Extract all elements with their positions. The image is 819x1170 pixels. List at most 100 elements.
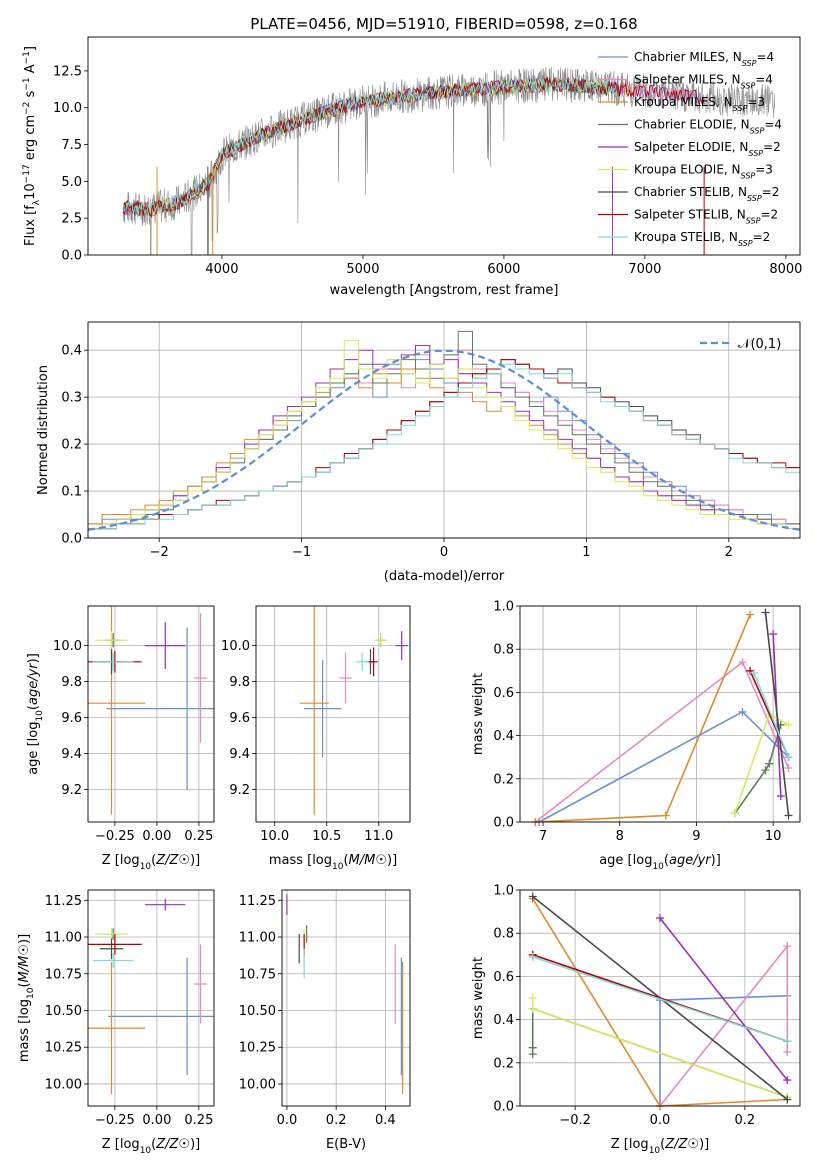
mass-weight-line [659,917,788,1081]
mass-ebv-ytick-label: 10.75 [239,967,276,982]
weight-age-ytick-label: 0.4 [493,729,514,744]
legend-entry: Salpeter STELIB, NSSP=2 [634,208,778,226]
spectrum-xlabel: wavelength [Angstrom, rest frame] [330,283,559,298]
age-z-xlabel: Z [log10(Z/Z☉)] [102,853,200,872]
mass-weight-marker [749,668,758,677]
mass-weight-marker [738,707,747,716]
legend-entry: Kroupa MILES, NSSP=3 [634,95,765,113]
legend-entry: Chabrier ELODIE, NSSP=4 [634,118,782,136]
hist-xtick-label: −2 [150,545,169,560]
mass-ebv-ytick-label: 10.00 [239,1077,276,1092]
weight-z-ylabel: mass weight [471,957,486,1039]
mass-ebv-ytick-label: 10.50 [239,1004,276,1019]
model-spectrum-line [122,77,624,216]
legend-entry: Salpeter ELODIE, NSSP=2 [634,140,781,158]
legend-entry: Kroupa STELIB, NSSP=2 [634,230,770,248]
mass-weight-line [753,672,790,758]
mass-weight-marker [761,766,770,775]
mass-weight-marker [784,753,793,762]
hist-ytick-label: 0.4 [61,344,82,359]
mass-weight-marker [784,720,793,729]
weight-z-ytick-label: 0.8 [493,927,514,942]
mass-weight-marker [661,811,670,820]
age-z-ytick-label: 9.8 [61,675,82,690]
legend-entry: Chabrier STELIB, NSSP=2 [634,185,779,203]
hist-xlabel: (data-model)/error [384,569,505,584]
mass-weight-marker [528,1004,537,1013]
weight-age-axes [516,605,800,826]
spec-ytick-label: 0.0 [61,249,82,264]
mass-weight-marker [765,759,774,768]
mass-z-ytick-label: 10.50 [45,1004,82,1019]
age-z-axes [84,606,214,826]
weight-z-frame [519,889,801,1107]
weight-age-ytick-label: 0.2 [493,772,514,787]
histogram-step [88,340,800,530]
weight-age-xtick-label: 7 [539,829,547,844]
mass-ebv-axes [278,890,410,1110]
mass-z-xtick-label: 0.00 [142,1113,171,1128]
mass-ebv-xtick-label: 0.4 [375,1113,396,1128]
weight-age-xtick-label: 10 [765,829,782,844]
weight-z-ytick-label: 0.4 [493,1013,514,1028]
spec-frame [87,36,801,256]
spectrum-title: PLATE=0456, MJD=51910, FIBERID=0598, z=0… [250,15,637,33]
mass-ebv-xlabel: E(B-V) [326,1137,366,1152]
weight-z-ytick-label: 0.2 [493,1056,514,1071]
mass-weight-line [532,898,788,1106]
mass-z-ytick-label: 11.00 [45,931,82,946]
age-z-xtick-label: 0.00 [142,829,171,844]
mass-weight-line [534,660,790,822]
hist-ytick-label: 0.1 [61,485,82,500]
mass-weight-marker [528,952,537,961]
mass-z-xlabel: Z [log10(Z/Z☉)] [102,1137,200,1156]
weight-z-ytick-label: 0.0 [493,1100,514,1115]
age-mass-ytick-label: 9.2 [229,783,250,798]
weight-z-ytick-label: 1.0 [493,884,514,899]
legend-entry: 𝒩(0,1) [738,337,781,352]
mass-weight-marker [528,994,537,1002]
mass-weight-line [535,614,751,822]
normal-reference-curve [87,349,801,531]
age-mass-xtick-label: 10.0 [260,829,289,844]
mass-weight-marker [783,1095,792,1104]
mass-weight-marker [783,1076,792,1085]
mass-ebv-ytick-label: 10.25 [239,1041,276,1056]
weight-age-frame [519,605,801,823]
hist-ytick-label: 0.2 [61,438,82,453]
weight-age-ylabel: mass weight [471,673,486,755]
age-z-ytick-label: 10.0 [53,639,82,654]
mass-weight-marker [776,792,785,801]
mass-weight-line [532,956,788,1042]
weight-z-ytick-label: 0.6 [493,970,514,985]
age-mass-ytick-label: 9.6 [229,711,250,726]
mass-weight-marker [784,811,793,820]
mass-weight-marker [738,658,747,667]
spec-ytick-label: 10.0 [53,101,82,116]
mass-ebv-ytick-label: 11.00 [239,931,276,946]
spec-axes [84,70,787,259]
age-mass-axes [252,606,410,826]
spec-xtick-label: 8000 [769,262,802,277]
hist-ylabel: Normed distribution [36,365,51,495]
hist-frame [87,321,801,539]
age-z-ytick-label: 9.4 [61,747,82,762]
weight-age-ytick-label: 0.0 [493,816,514,831]
weight-age-ytick-label: 0.8 [493,643,514,658]
mass-weight-marker [783,1037,792,1046]
weight-age-ytick-label: 0.6 [493,686,514,701]
model-spectrum-line [122,76,616,215]
mass-weight-line [764,612,790,816]
mass-z-ytick-label: 10.75 [45,967,82,982]
hist-xtick-label: 2 [725,545,733,560]
legend-entry: Kroupa ELODIE, NSSP=3 [634,163,773,181]
spectrum-ylabel: Flux [fλ10−17 erg cm−2 s−1 A−1] [22,46,42,246]
mass-weight-marker [769,630,778,639]
histogram-step [88,363,800,530]
mass-ebv-frame [281,889,411,1107]
hist-ytick-label: 0.3 [61,391,82,406]
age-mass-ytick-label: 9.8 [229,675,250,690]
mass-weight-line [734,724,782,814]
mass-z-frame [87,889,215,1107]
